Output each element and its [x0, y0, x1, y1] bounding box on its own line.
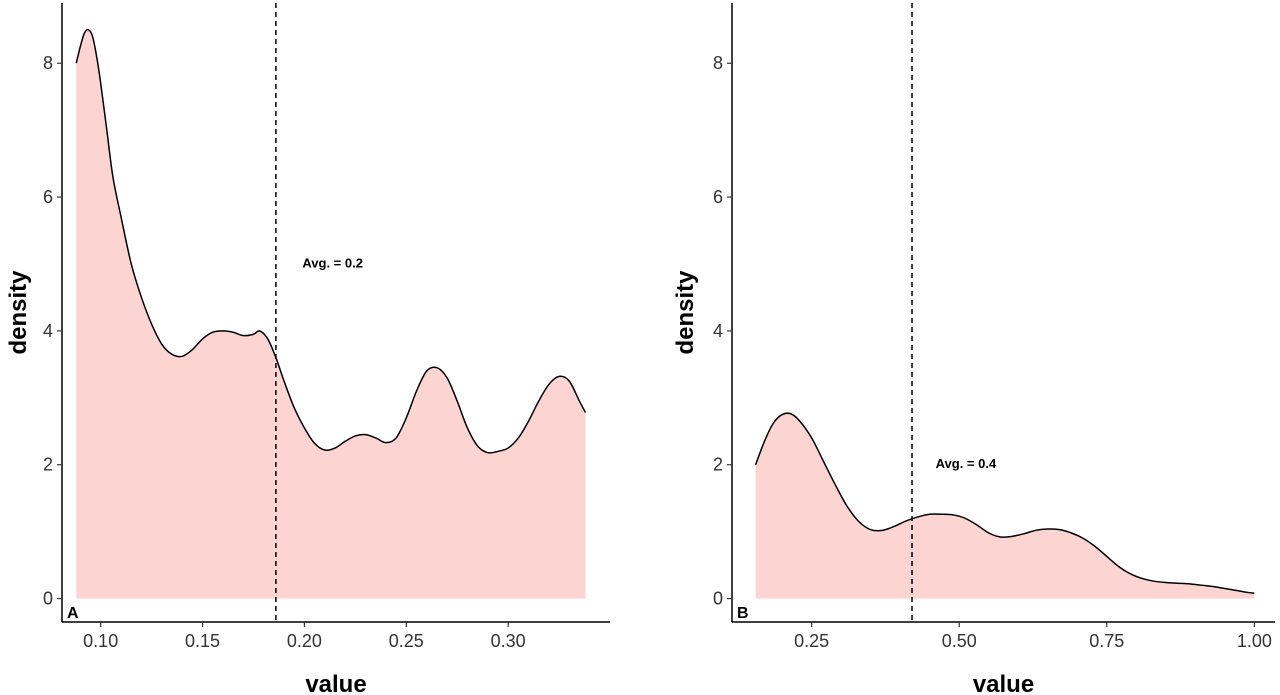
x-axis-title-a: value: [305, 671, 366, 695]
x-tick-label-a: 0.15: [185, 631, 220, 651]
density-panel-a: Avg. = 0.2 0 2 4 6 8 0.10 0.15 0.20 0.25 0.30 Avalu…: [5, 3, 610, 695]
x-tick-label-b: 1.00: [1237, 631, 1272, 651]
density-area-b: [755, 413, 1255, 599]
y-tick-label-b: 2: [713, 455, 723, 475]
x-tick-label-b: 0.25: [794, 631, 829, 651]
y-tick-label-b: 6: [713, 187, 723, 207]
y-tick-label-a: 4: [43, 321, 53, 341]
x-tick-label-a: 0.30: [491, 631, 526, 651]
y-tick-label-b: 0: [713, 589, 723, 609]
density-curve-a: [75, 28, 587, 454]
x-axis-title-b: value: [973, 671, 1034, 695]
y-tick-label-a: 8: [43, 53, 53, 73]
x-tick-label-a: 0.10: [83, 631, 118, 651]
y-tick-label-a: 2: [43, 455, 53, 475]
y-tick-label-a: 6: [43, 187, 53, 207]
x-tick-label-b: 0.50: [942, 631, 977, 651]
panel-tag-a: A: [67, 605, 79, 622]
x-tick-label-a: 0.25: [389, 631, 424, 651]
x-tick-label-b: 0.75: [1089, 631, 1124, 651]
average-label-a: Avg. = 0.2: [302, 255, 363, 270]
y-axis-title-a: density: [5, 270, 32, 355]
y-tick-label-b: 4: [713, 321, 723, 341]
density-curve-b: [754, 412, 1255, 594]
average-label-b: Avg. = 0.4: [936, 456, 997, 471]
panel-tag-b: B: [737, 605, 749, 622]
y-axis-title-b: density: [672, 270, 699, 355]
y-tick-label-a: 0: [43, 589, 53, 609]
y-tick-label-b: 8: [713, 53, 723, 73]
x-tick-label-a: 0.20: [287, 631, 322, 651]
density-area-a: [76, 29, 586, 599]
